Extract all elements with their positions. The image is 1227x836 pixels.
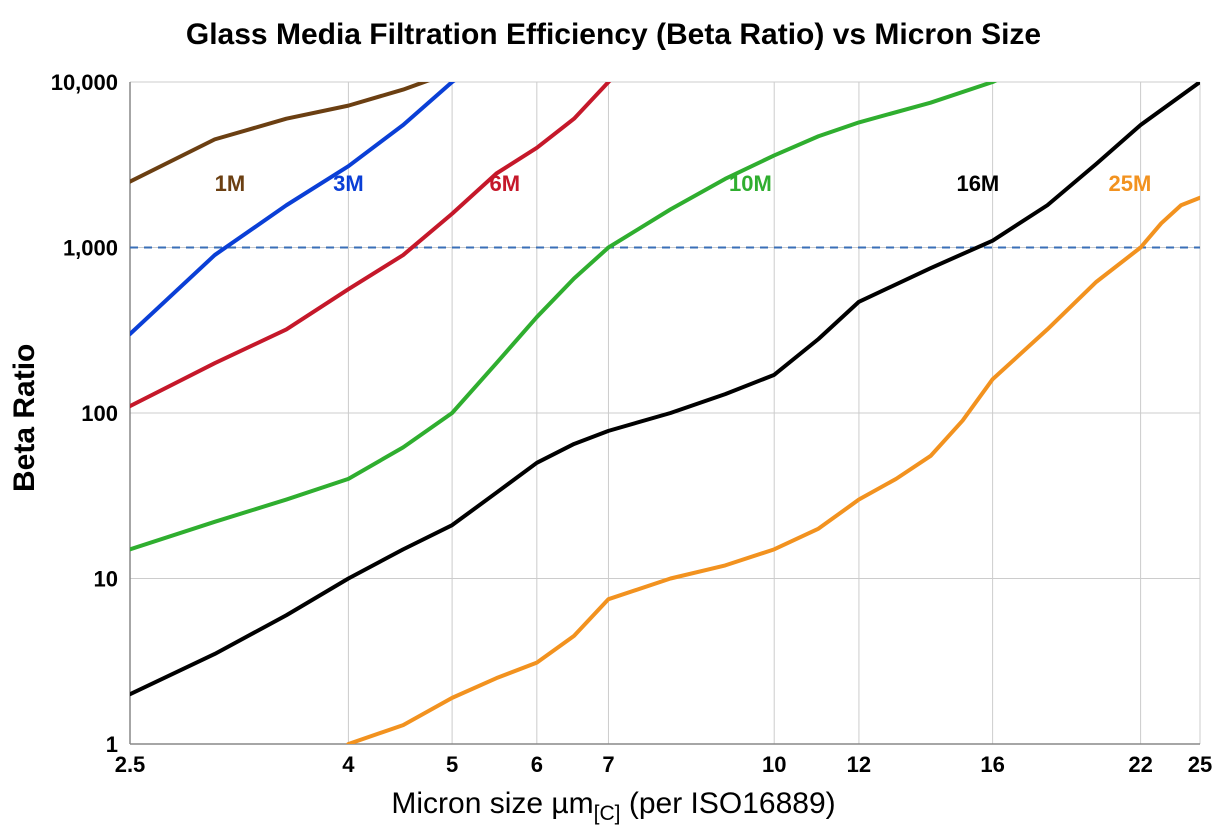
y-tick-label: 10: [94, 567, 118, 592]
y-tick-label: 10,000: [51, 70, 118, 95]
series-6M: [130, 69, 622, 406]
x-tick-label: 4: [342, 752, 355, 777]
series-label-3M: 3M: [333, 171, 364, 196]
x-tick-label: 7: [602, 752, 614, 777]
series-label-16M: 16M: [956, 171, 999, 196]
y-tick-label: 100: [81, 401, 118, 426]
series-10M: [130, 69, 1021, 549]
x-tick-label: 10: [762, 752, 786, 777]
x-tick-label: 6: [531, 752, 543, 777]
chart-container: Glass Media Filtration Efficiency (Beta …: [0, 0, 1227, 836]
x-tick-label: 12: [847, 752, 871, 777]
series-16M: [130, 82, 1200, 694]
x-tick-label: 16: [980, 752, 1004, 777]
line-chart: 1M3M6M10M16M25M1101001,00010,0002.545671…: [0, 0, 1227, 836]
x-tick-label: 2.5: [115, 752, 146, 777]
x-tick-label: 22: [1128, 752, 1152, 777]
series-label-6M: 6M: [489, 171, 520, 196]
y-tick-label: 1,000: [63, 236, 118, 261]
series-label-10M: 10M: [729, 171, 772, 196]
x-tick-label: 5: [446, 752, 458, 777]
series-label-25M: 25M: [1109, 171, 1152, 196]
series-label-1M: 1M: [215, 171, 246, 196]
series-3M: [130, 69, 470, 334]
x-tick-label: 25: [1188, 752, 1212, 777]
